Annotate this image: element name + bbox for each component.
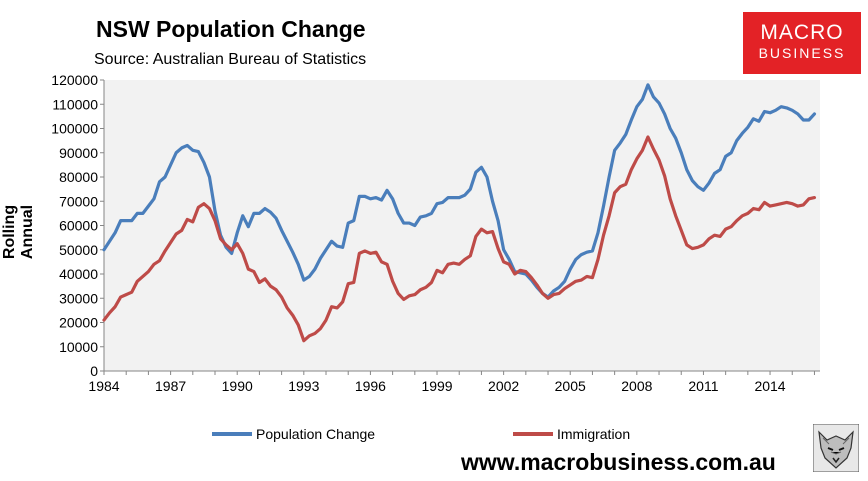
legend-label-population: Population Change [256, 426, 376, 442]
x-tick-label: 1987 [155, 378, 186, 394]
y-tick-label: 20000 [59, 315, 98, 331]
legend-swatch-immigration [513, 432, 553, 436]
chart-source: Source: Australian Bureau of Statistics [94, 51, 367, 68]
legend-label-immigration: Immigration [557, 426, 631, 442]
x-tick-label: 1993 [288, 378, 319, 394]
website-url[interactable]: www.macrobusiness.com.au [461, 449, 776, 475]
y-tick-label: 30000 [59, 290, 98, 306]
legend-swatch-population [212, 432, 252, 436]
legend-immigration: Immigration [513, 426, 630, 442]
chart-title: NSW Population Change [96, 16, 366, 42]
x-tick-label: 2008 [621, 378, 652, 394]
wolf-logo-icon [813, 424, 859, 472]
x-tick-label: 1996 [355, 378, 386, 394]
x-tick-label: 2011 [688, 378, 718, 394]
y-tick-label: 70000 [59, 193, 98, 209]
y-tick-label: 100000 [51, 121, 98, 137]
macrobusiness-logo: MACRO BUSINESS [743, 12, 861, 74]
series-layer [102, 83, 817, 343]
x-tick-label: 2002 [488, 378, 519, 394]
axes: 0 10000 20000 30000 40000 50000 60000 70000 8000… [51, 72, 820, 394]
y-tick-label: 90000 [59, 145, 98, 161]
y-tick-label: 10000 [59, 339, 98, 355]
x-tick-label: 1990 [222, 378, 253, 394]
series-line-immigration [102, 135, 817, 343]
y-tick-label: 110000 [52, 96, 98, 112]
x-tick-label: 2005 [555, 378, 586, 394]
x-tick-label: 1984 [88, 378, 119, 394]
y-tick-label: 80000 [59, 169, 98, 185]
logo-line2: BUSINESS [758, 45, 846, 61]
y-tick-label: 0 [90, 363, 98, 379]
x-tick-label: 2014 [754, 378, 785, 394]
x-tick-label: 1999 [421, 378, 452, 394]
series-line-population-change [102, 83, 817, 299]
y-tick-label: 50000 [59, 242, 98, 258]
plot-area [104, 80, 820, 371]
y-tick-label: 40000 [59, 266, 98, 282]
y-tick-label: 120000 [51, 72, 98, 88]
logo-line1: MACRO [760, 21, 844, 44]
legend-population: Population Change [212, 426, 375, 442]
y-tick-label: 60000 [59, 218, 98, 234]
